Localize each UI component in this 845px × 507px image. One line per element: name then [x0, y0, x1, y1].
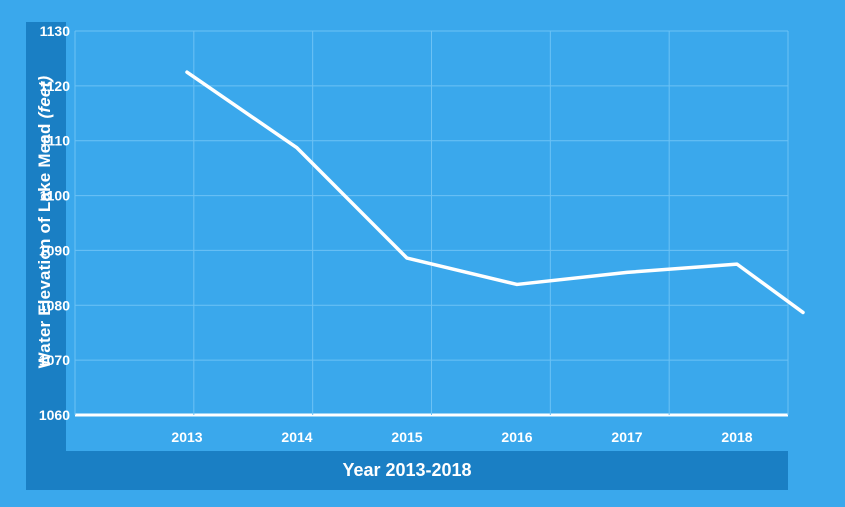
x-axis-label-band: Year 2013-2018 — [26, 451, 788, 490]
x-tick-label: 2013 — [171, 429, 202, 445]
y-tick-label: 1100 — [40, 188, 71, 204]
y-tick-label: 1080 — [39, 297, 70, 313]
x-tick-label: 2018 — [721, 429, 752, 445]
x-tick-label: 2015 — [391, 429, 422, 445]
y-axis-label-band — [26, 22, 66, 490]
grid-lines — [74, 30, 789, 417]
x-tick-label: 2017 — [611, 429, 642, 445]
y-tick-label: 1060 — [39, 407, 70, 423]
y-tick-label: 1110 — [40, 133, 70, 149]
y-tick-label: 1070 — [39, 352, 70, 368]
y-tick-labels: 1060 1070 1080 1090 1100 1110 1120 1130 — [39, 23, 70, 423]
series-line — [185, 70, 805, 315]
x-tick-labels: 2013 2014 2015 2016 2017 2018 — [171, 429, 752, 445]
x-axis-label: Year 2013-2018 — [342, 460, 472, 480]
y-tick-label: 1090 — [39, 242, 70, 258]
x-tick-label: 2016 — [501, 429, 532, 445]
y-tick-label: 1120 — [40, 78, 71, 94]
x-tick-label: 2014 — [281, 429, 312, 445]
y-tick-label: 1130 — [40, 23, 71, 39]
series-group — [185, 70, 805, 315]
